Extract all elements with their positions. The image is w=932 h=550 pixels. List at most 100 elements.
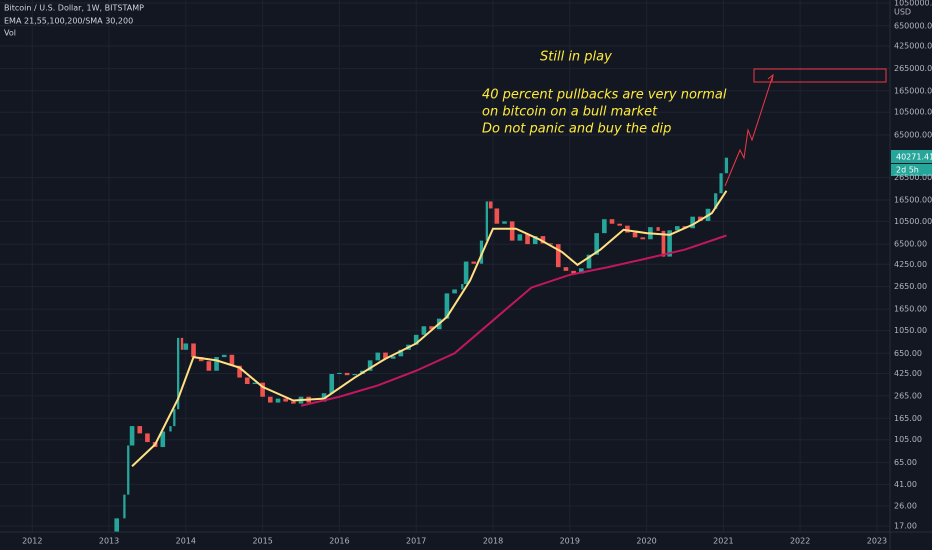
candle <box>517 234 523 241</box>
candle <box>471 261 477 264</box>
candle <box>625 225 630 233</box>
candle <box>509 221 515 241</box>
candle <box>237 365 242 378</box>
candle <box>571 270 576 274</box>
candle <box>429 326 434 330</box>
candle <box>714 193 718 209</box>
candle <box>344 372 350 376</box>
candle <box>367 360 373 371</box>
candle <box>555 244 561 268</box>
y-tick-label: 2650.00 <box>894 282 927 291</box>
y-tick-label: 1050000.00 <box>894 0 932 8</box>
candle <box>375 352 381 361</box>
candle <box>609 219 615 224</box>
countdown-box <box>891 164 932 176</box>
x-tick-label: 2022 <box>790 537 810 546</box>
candle <box>398 349 404 357</box>
arrow-head <box>767 73 774 82</box>
candle <box>383 352 388 359</box>
candle <box>563 267 569 271</box>
y-tick-label: 26.00 <box>894 501 917 510</box>
candle <box>145 433 150 443</box>
candle <box>461 284 464 290</box>
candle <box>260 382 265 397</box>
candle <box>719 173 723 194</box>
candle <box>502 221 507 224</box>
annotation: on bitcoin on a bull market <box>482 105 658 120</box>
moving-average <box>300 234 727 407</box>
candle <box>698 216 703 221</box>
annotation: 40 percent pullbacks are very normal <box>482 88 727 103</box>
candle <box>488 201 493 209</box>
candle <box>444 293 450 319</box>
candle <box>532 236 538 245</box>
candle <box>191 343 196 358</box>
candle <box>137 426 143 434</box>
x-tick-label: 2016 <box>329 537 349 546</box>
y-tick-label: 10500.00 <box>894 217 932 226</box>
candle <box>594 233 599 255</box>
candle <box>602 219 607 234</box>
candle <box>661 230 666 257</box>
y-tick-label: 26500.00 <box>894 173 932 182</box>
candle <box>221 354 227 358</box>
y-tick-label: 6500.00 <box>894 240 927 249</box>
x-tick-label: 2013 <box>99 537 119 546</box>
y-tick-label: 265.00 <box>894 391 922 400</box>
x-tick-label: 2021 <box>713 537 733 546</box>
candle <box>656 227 660 231</box>
y-tick-label: 1050.00 <box>894 326 927 335</box>
candle <box>421 326 427 335</box>
symbol: Bitcoin / U.S. Dollar, 1W, BITSTAMP <box>4 4 144 13</box>
candle <box>390 356 396 359</box>
candle <box>173 409 176 427</box>
annotation: Do not panic and buy the dip <box>482 122 671 137</box>
candle <box>463 261 469 285</box>
indicators: EMA 21,55,100,200/SMA 30,200 <box>4 17 133 26</box>
countdown: 2d 5h <box>896 166 919 175</box>
candle <box>183 343 189 350</box>
y-tick-label: 17.00 <box>894 522 917 531</box>
y-tick-label: 105.00 <box>894 435 922 444</box>
candle <box>267 396 273 403</box>
candle <box>674 226 680 231</box>
y-tick-label: 4250.00 <box>894 260 927 269</box>
candle <box>690 216 695 229</box>
x-tick-label: 2020 <box>636 537 656 546</box>
y-tick-label: 105000.00 <box>894 108 932 117</box>
y-tick-label: 65.00 <box>894 458 917 467</box>
price-label: 40271.41 <box>896 153 932 162</box>
price-label-box <box>891 150 932 163</box>
y-tick-label: 650.00 <box>894 349 922 358</box>
candle <box>177 337 180 410</box>
candle <box>337 372 342 375</box>
plot <box>114 157 729 532</box>
candle <box>114 518 120 532</box>
candle <box>485 201 489 241</box>
x-tick-label: 2018 <box>483 537 503 546</box>
candle <box>214 357 219 371</box>
candle <box>352 374 358 376</box>
candle <box>321 393 327 402</box>
candle <box>129 426 135 446</box>
candle <box>494 208 500 224</box>
candle <box>180 337 184 350</box>
candle <box>640 237 646 240</box>
candle <box>229 354 235 366</box>
y-tick-label: 265000.00 <box>894 64 932 73</box>
candle <box>244 377 250 385</box>
candle <box>291 401 296 404</box>
candle <box>169 426 172 432</box>
candle <box>578 268 584 274</box>
candle <box>632 232 638 238</box>
candle <box>123 494 126 519</box>
candle <box>525 234 530 245</box>
candle <box>724 157 729 174</box>
y-tick-label: 16500.00 <box>894 195 932 204</box>
candle <box>329 374 335 394</box>
candle <box>160 431 166 448</box>
y-tick-label: 65000.00 <box>894 130 932 139</box>
x-tick-label: 2012 <box>22 537 42 546</box>
candle <box>127 445 130 495</box>
